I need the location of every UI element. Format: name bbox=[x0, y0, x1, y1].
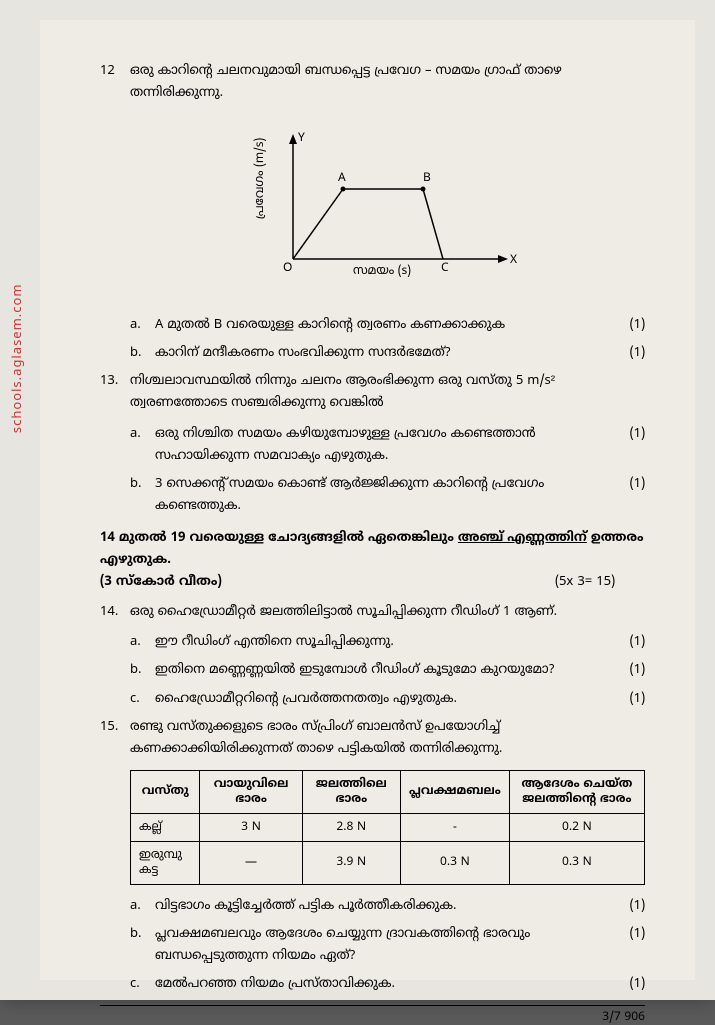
x-axis-letter: X bbox=[510, 253, 517, 268]
question-14: 14. ഒരു ഹൈഡ്രോമീറ്റർ ജലത്തിലിട്ടാൽ സൂചിപ… bbox=[100, 601, 645, 623]
exam-page: 12 ഒരു കാറിന്റെ ചലനവുമായി ബന്ധപ്പെട്ട പ്… bbox=[40, 20, 695, 980]
question-12: 12 ഒരു കാറിന്റെ ചലനവുമായി ബന്ധപ്പെട്ട പ്… bbox=[100, 60, 645, 104]
q14-a: a. ഈ റീഡിംഗ് എന്തിനെ സൂചിപ്പിക്കുന്നു. (… bbox=[100, 631, 645, 653]
velocity-time-graph: Y X O A B C സമയം (s) പ്രവേഗം (m/s) bbox=[100, 119, 645, 294]
q15-c: c. മേൽപറഞ്ഞ നിയമം പ്രസ്താവിക്കുക. (1) bbox=[100, 973, 645, 995]
xlabel: സമയം (s) bbox=[353, 263, 411, 279]
point-c: C bbox=[441, 261, 449, 276]
q13-b: b. 3 സെക്കന്റ് സമയം കൊണ്ട് ആർജ്ജിക്കുന്ന… bbox=[100, 473, 645, 517]
q14-b: b. ഇതിനെ മണ്ണെണ്ണയിൽ ഇടുമ്പോൾ റീഡിംഗ് കൂ… bbox=[100, 659, 645, 681]
q15-b: b. പ്ലവക്ഷമബലവും ആദേശം ചെയ്യുന്ന ദ്രാവകത… bbox=[100, 923, 645, 967]
section-instruction: 14 മുതൽ 19 വരെയുള്ള ചോദ്യങ്ങളിൽ ഏതെങ്കില… bbox=[100, 527, 645, 593]
q12-num: 12 bbox=[100, 60, 130, 82]
table-row: കല്ല് 3 N 2.8 N - 0.2 N bbox=[131, 813, 645, 841]
origin-label: O bbox=[283, 261, 292, 276]
q12-a: a. A മുതൽ B വരെയുള്ള കാറിന്റെ ത്വരണം കണക… bbox=[100, 314, 645, 336]
ylabel: പ്രവേഗം (m/s) bbox=[252, 138, 268, 220]
point-a: A bbox=[338, 171, 346, 186]
q13-a: a. ഒരു നിശ്ചിത സമയം കഴിയുമ്പോഴുള്ള പ്രവേ… bbox=[100, 423, 645, 467]
question-13: 13. നിശ്ചലാവസ്ഥയിൽ നിന്നും ചലനം ആരംഭിക്ക… bbox=[100, 370, 645, 414]
table-row: ഇരുമ്പു കട്ട — 3.9 N 0.3 N 0.3 N bbox=[131, 841, 645, 884]
page-footer: 3/7 906 bbox=[100, 1005, 645, 1025]
graph-svg: Y X O A B C സമയം (s) പ്രവേഗം (m/s) bbox=[223, 119, 523, 289]
q12-b: b. കാറിന് മന്ദീകരണം സംഭവിക്കുന്ന സന്ദർഭമ… bbox=[100, 342, 645, 364]
q15-table: വസ്തു വായുവിലെ ഭാരം ജലത്തിലെ ഭാരം പ്ലവക്… bbox=[130, 770, 645, 885]
q15-table-wrapper: വസ്തു വായുവിലെ ഭാരം ജലത്തിലെ ഭാരം പ്ലവക്… bbox=[100, 770, 645, 885]
y-axis-letter: Y bbox=[298, 131, 305, 146]
question-15: 15. രണ്ടു വസ്തുക്കളുടെ ഭാരം സ്പ്രിംഗ് ബാ… bbox=[100, 716, 645, 760]
point-b: B bbox=[423, 171, 431, 186]
q15-a: a. വിട്ടഭാഗം കൂട്ടിച്ചേർത്ത് പട്ടിക പൂർത… bbox=[100, 895, 645, 917]
table-header-row: വസ്തു വായുവിലെ ഭാരം ജലത്തിലെ ഭാരം പ്ലവക്… bbox=[131, 770, 645, 813]
watermark-left: schools.aglasem.com bbox=[10, 283, 26, 433]
page-wrapper: schools.aglasem.com aglasem.com 12 ഒരു ക… bbox=[0, 0, 715, 1000]
q14-c: c. ഹൈഡ്രോമീറ്ററിന്റെ പ്രവർത്തനതത്വം എഴുത… bbox=[100, 688, 645, 710]
q12-text: ഒരു കാറിന്റെ ചലനവുമായി ബന്ധപ്പെട്ട പ്രവേ… bbox=[130, 60, 645, 104]
